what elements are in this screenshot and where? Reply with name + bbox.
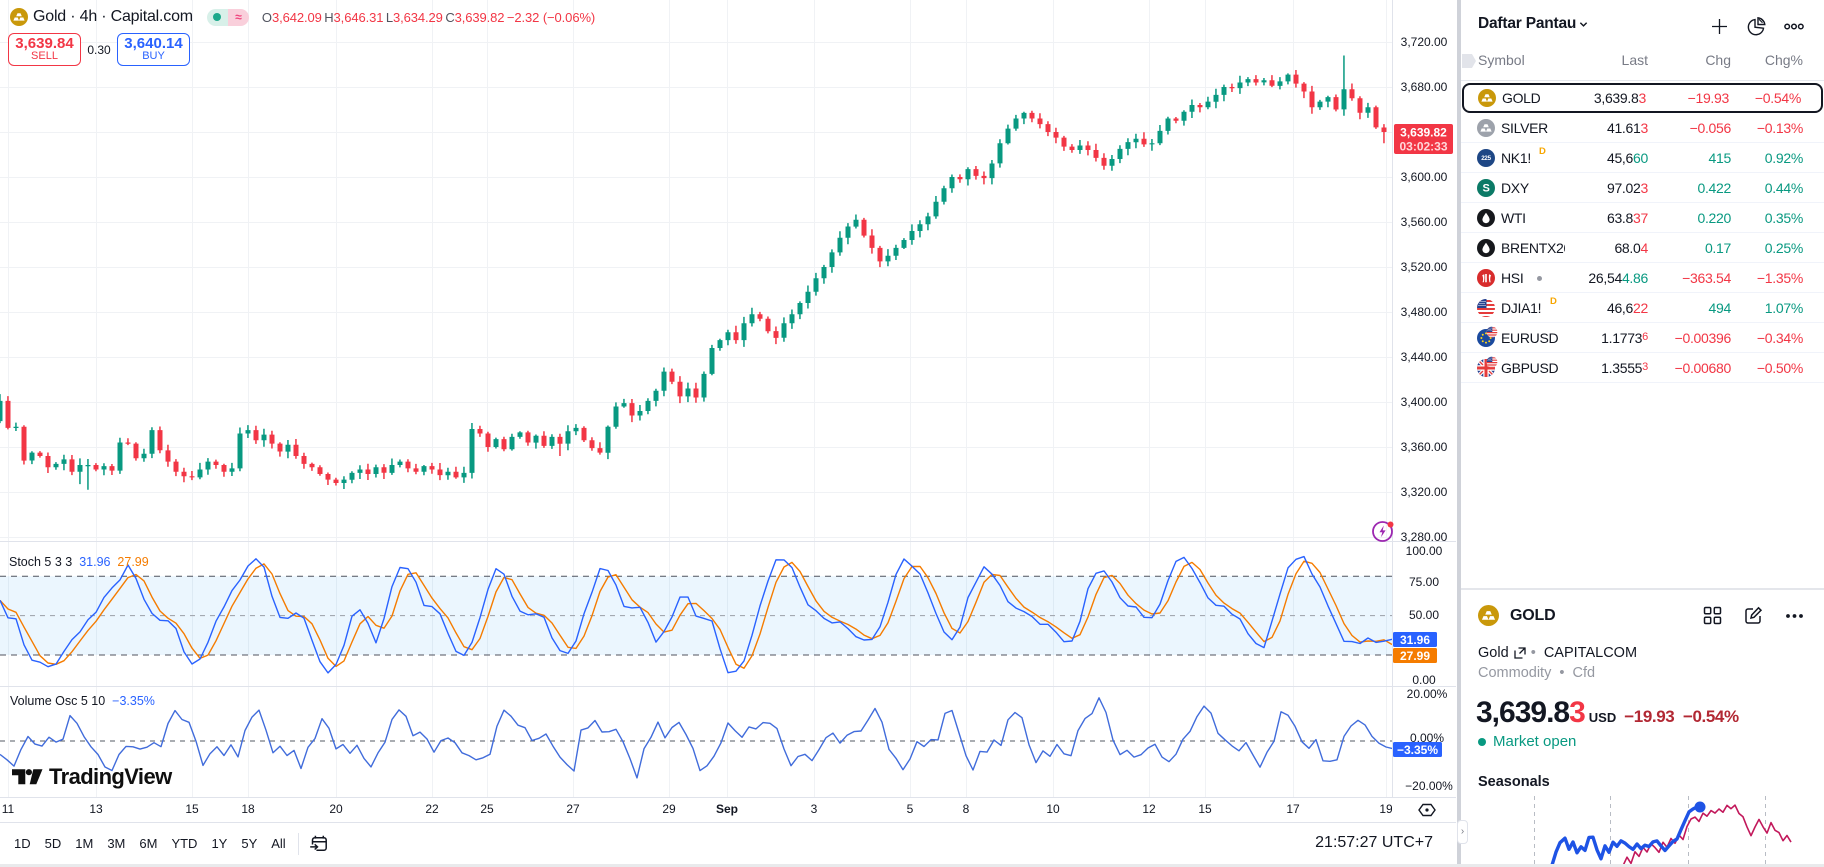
svg-text:27: 27: [566, 802, 580, 816]
svg-text:22: 22: [425, 802, 439, 816]
svg-text:50.00: 50.00: [1409, 608, 1439, 622]
svg-text:3,520.00: 3,520.00: [1401, 260, 1448, 274]
svg-text:3,639.82: 3,639.82: [1400, 126, 1447, 140]
svg-text:8: 8: [963, 802, 970, 816]
svg-text:3,280.00: 3,280.00: [1401, 530, 1448, 544]
svg-text:3,720.00: 3,720.00: [1401, 35, 1448, 49]
svg-text:20.00%: 20.00%: [1407, 687, 1448, 701]
svg-text:3,400.00: 3,400.00: [1401, 395, 1448, 409]
svg-text:3,360.00: 3,360.00: [1401, 440, 1448, 454]
svg-text:11: 11: [2, 802, 15, 816]
svg-text:3,480.00: 3,480.00: [1401, 305, 1448, 319]
svg-text:−3.35%: −3.35%: [1397, 743, 1438, 757]
svg-text:12: 12: [1142, 802, 1156, 816]
svg-text:15: 15: [185, 802, 199, 816]
svg-text:225: 225: [1481, 155, 1491, 162]
svg-text:3,560.00: 3,560.00: [1401, 215, 1448, 229]
svg-text:S: S: [1482, 182, 1489, 194]
svg-text:13: 13: [89, 802, 103, 816]
svg-text:75.00: 75.00: [1409, 575, 1439, 589]
svg-text:18: 18: [241, 802, 255, 816]
svg-text:100.00: 100.00: [1406, 544, 1443, 558]
svg-text:10: 10: [1046, 802, 1060, 816]
svg-text:17: 17: [1286, 802, 1300, 816]
svg-text:20: 20: [329, 802, 343, 816]
svg-text:3,320.00: 3,320.00: [1401, 485, 1448, 499]
svg-text:−20.00%: −20.00%: [1405, 779, 1453, 793]
svg-text:0.00%: 0.00%: [1410, 731, 1444, 745]
svg-text:19: 19: [1379, 802, 1393, 816]
svg-text:5: 5: [907, 802, 914, 816]
svg-text:3: 3: [811, 802, 818, 816]
svg-text:29: 29: [662, 802, 676, 816]
svg-text:Sep: Sep: [716, 802, 738, 816]
svg-text:25: 25: [480, 802, 494, 816]
svg-text:0.00: 0.00: [1412, 673, 1436, 687]
svg-text:3,440.00: 3,440.00: [1401, 350, 1448, 364]
svg-text:15: 15: [1198, 802, 1212, 816]
svg-text:27.99: 27.99: [1400, 649, 1430, 663]
svg-text:3,680.00: 3,680.00: [1401, 80, 1448, 94]
svg-text:03:02:33: 03:02:33: [1399, 140, 1447, 154]
svg-text:31.96: 31.96: [1400, 633, 1430, 647]
svg-text:3,600.00: 3,600.00: [1401, 170, 1448, 184]
